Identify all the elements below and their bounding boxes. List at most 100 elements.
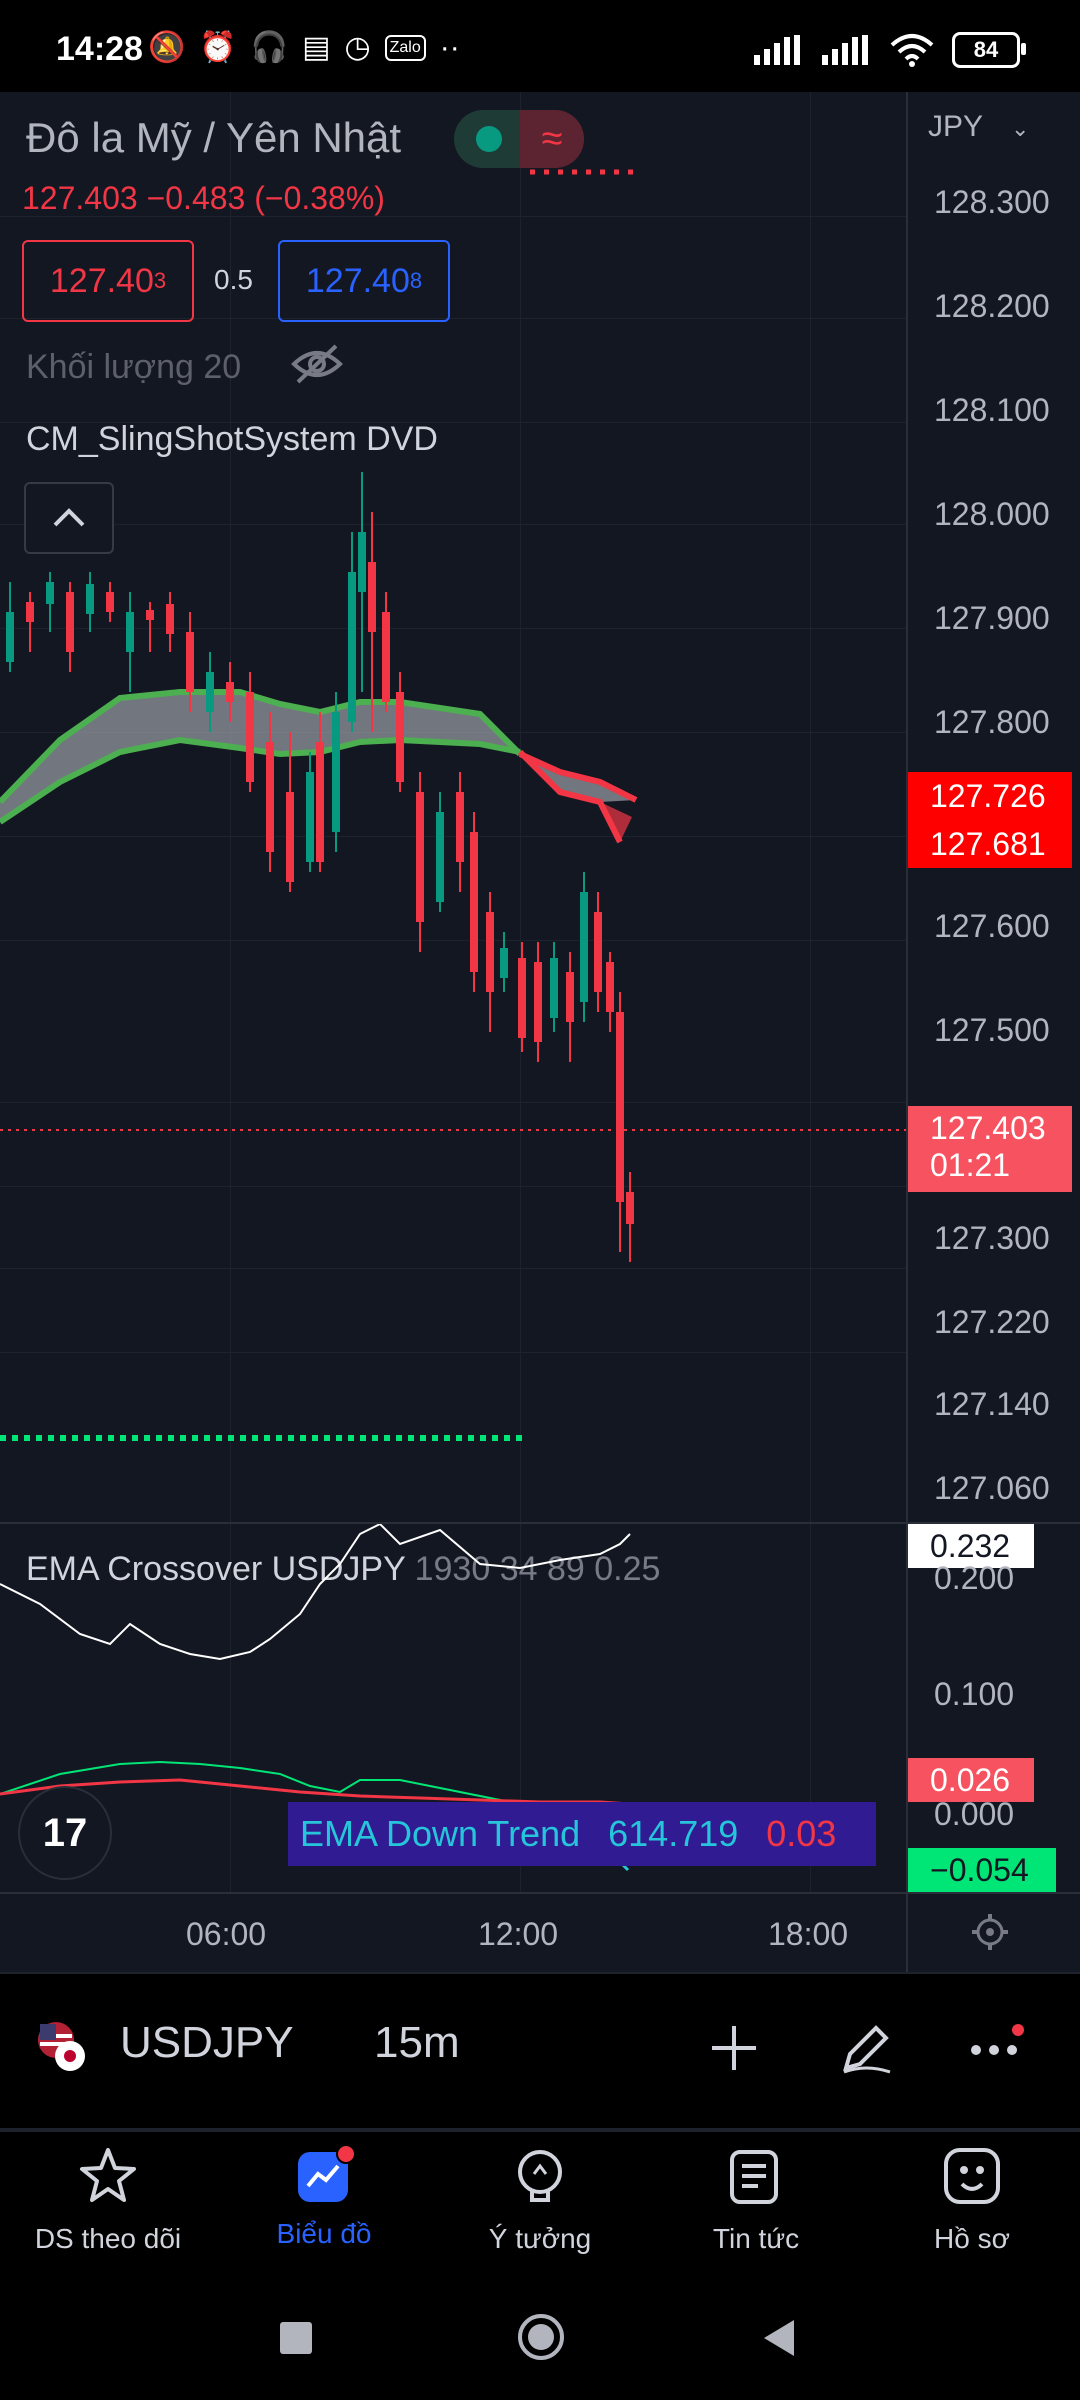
market-status-toggle[interactable]: ≈ — [454, 110, 584, 168]
osc-tick: 0.200 — [934, 1560, 1015, 1596]
nav-label: DS theo dõi — [34, 2223, 182, 2254]
currency-selector[interactable]: JPY ⌄ — [928, 110, 1029, 144]
grid-line — [0, 1268, 906, 1269]
eye-hidden-icon[interactable] — [290, 342, 344, 386]
grid-line — [0, 318, 906, 319]
more-options-button[interactable] — [966, 2018, 1026, 2078]
nav-news[interactable]: Tin tức — [656, 2144, 856, 2255]
price-tick: 127.800 — [934, 704, 1050, 740]
interval-button[interactable]: 15m — [374, 2018, 460, 2067]
nav-label: Ý tưởng — [488, 2223, 592, 2254]
time-tick: 12:00 — [478, 1916, 559, 1952]
time-axis[interactable]: 06:00 12:00 18:00 — [0, 1892, 1080, 1974]
signal-icon — [822, 35, 868, 65]
price-tick: 128.300 — [934, 184, 1050, 220]
grid-line — [0, 1186, 906, 1187]
notification-dot — [336, 2144, 356, 2164]
ema-trend-box: EMA Down Trend 614.719 0.03 — [288, 1802, 876, 1866]
spread-value: 0.5 — [214, 264, 253, 295]
star-icon — [80, 2148, 136, 2202]
collapse-legend-button[interactable] — [24, 482, 114, 554]
sell-button[interactable]: 127.40 3 — [22, 240, 194, 322]
price-plot[interactable]: Đô la Mỹ / Yên Nhật ≈ 127.403 −0.483 (−0… — [0, 92, 906, 1972]
wifi-icon — [890, 34, 934, 67]
pane-divider[interactable] — [0, 1522, 1080, 1524]
gear-icon[interactable] — [970, 1912, 1010, 1952]
lightbulb-icon — [518, 2150, 562, 2202]
last-price-value: 127.403 — [930, 1110, 1046, 1146]
grid-line — [0, 524, 906, 525]
market-open-dot-icon — [476, 126, 502, 152]
price-change: 127.403 −0.483 (−0.38%) — [22, 180, 385, 216]
battery-icon: 84 — [952, 32, 1026, 68]
chevron-down-icon: ⌄ — [1011, 116, 1030, 141]
zalo-icon: Zalo — [384, 34, 426, 61]
price-tick: 127.060 — [934, 1470, 1050, 1506]
price-tick: 128.100 — [934, 392, 1050, 428]
symbol-search-button[interactable]: USDJPY — [120, 2018, 294, 2067]
buy-button[interactable]: 127.40 8 — [278, 240, 450, 322]
nav-ideas[interactable]: Ý tưởng — [440, 2144, 640, 2255]
grid-line — [0, 216, 906, 217]
news-icon — [730, 2150, 778, 2204]
headset-icon: 🎧 — [250, 31, 289, 64]
price-tick: 128.000 — [934, 496, 1050, 532]
more-dots-icon: ·· — [439, 30, 460, 64]
nav-chart[interactable]: Biểu đồ — [224, 2144, 424, 2250]
ema-trend-name: EMA Down Trend — [300, 1813, 581, 1854]
ema-trend-value2: 0.03 — [766, 1813, 837, 1854]
price-tick: 127.140 — [934, 1386, 1050, 1422]
nav-watchlist[interactable]: DS theo dõi — [8, 2144, 208, 2255]
chart-area[interactable]: Đô la Mỹ / Yên Nhật ≈ 127.403 −0.483 (−0… — [0, 92, 1080, 1972]
indicator-label[interactable]: CM_SlingShotSystem DVD — [26, 420, 438, 458]
ema-lower-tag: 127.681 — [908, 820, 1072, 868]
plus-icon[interactable] — [704, 2018, 764, 2078]
profile-smile-icon — [944, 2148, 1000, 2204]
muted-bell-icon: 🔕 — [148, 31, 186, 64]
chart-toolbar: USDJPY 15m — [0, 1972, 1080, 2126]
tradingview-logo[interactable]: 17 — [18, 1786, 112, 1880]
ema-trend-value: 614.719 — [608, 1813, 739, 1854]
pencil-icon[interactable] — [836, 2018, 896, 2078]
nav-profile[interactable]: Hồ sơ — [872, 2144, 1072, 2255]
osc-tick: 0.100 — [934, 1676, 1015, 1712]
last-price-tag: 127.403 01:21 — [908, 1106, 1072, 1192]
grid-line — [0, 940, 906, 941]
status-time: 14:28 — [56, 30, 143, 68]
recent-apps-button[interactable] — [280, 2322, 312, 2354]
grid-line — [0, 1102, 906, 1103]
bottom-navigation: DS theo dõi Biểu đồ Ý tưởng Tin tức Hồ s… — [0, 2128, 1080, 2282]
nav-label: Tin tức — [712, 2223, 800, 2254]
grid-line — [0, 836, 906, 837]
status-notification-icons: 🔕 ⏰ 🎧 ▤ ◷ Zalo ·· — [148, 30, 460, 65]
oscillator-params: 1930 34 89 0.25 — [414, 1550, 661, 1588]
ema-upper-tag: 127.726 — [908, 772, 1072, 820]
osc-top-tag: 0.232 — [908, 1524, 1034, 1568]
price-tick: 127.600 — [934, 908, 1050, 944]
grid-line — [0, 628, 906, 629]
status-bar: 14:28 🔕 ⏰ 🎧 ▤ ◷ Zalo ·· 84 — [0, 0, 1080, 92]
price-tick: 128.200 — [934, 288, 1050, 324]
symbol-title[interactable]: Đô la Mỹ / Yên Nhật — [26, 114, 402, 161]
ask-price-pip: 8 — [409, 268, 423, 293]
price-axis[interactable]: JPY ⌄ 128.300 128.200 128.100 128.000 127… — [906, 92, 1080, 1972]
volume-label: Khối lượng 20 — [26, 348, 242, 386]
system-navigation-bar — [0, 2278, 1080, 2400]
back-button[interactable] — [762, 2318, 798, 2358]
grid-line — [0, 1352, 906, 1353]
osc-tick: 0.000 — [934, 1796, 1015, 1832]
home-button[interactable] — [516, 2312, 566, 2362]
chart-icon — [292, 2144, 356, 2208]
time-tick: 06:00 — [186, 1916, 267, 1952]
oscillator-name: EMA Crossover USDJPY — [26, 1550, 406, 1588]
price-tick: 127.300 — [934, 1220, 1050, 1256]
price-tick: 127.500 — [934, 1012, 1050, 1048]
alarm-icon: ⏰ — [199, 31, 237, 64]
wave-icon: ≈ — [520, 110, 584, 168]
signal-icon — [754, 35, 800, 65]
osc-mid-tag: 0.026 — [908, 1758, 1034, 1802]
more-dots-icon — [971, 2024, 1024, 2055]
clock-icon: ◷ — [344, 31, 371, 64]
oscillator-label[interactable]: EMA Crossover USDJPY 1930 34 89 0.25 — [26, 1550, 660, 1589]
price-tick: 127.220 — [934, 1304, 1050, 1340]
